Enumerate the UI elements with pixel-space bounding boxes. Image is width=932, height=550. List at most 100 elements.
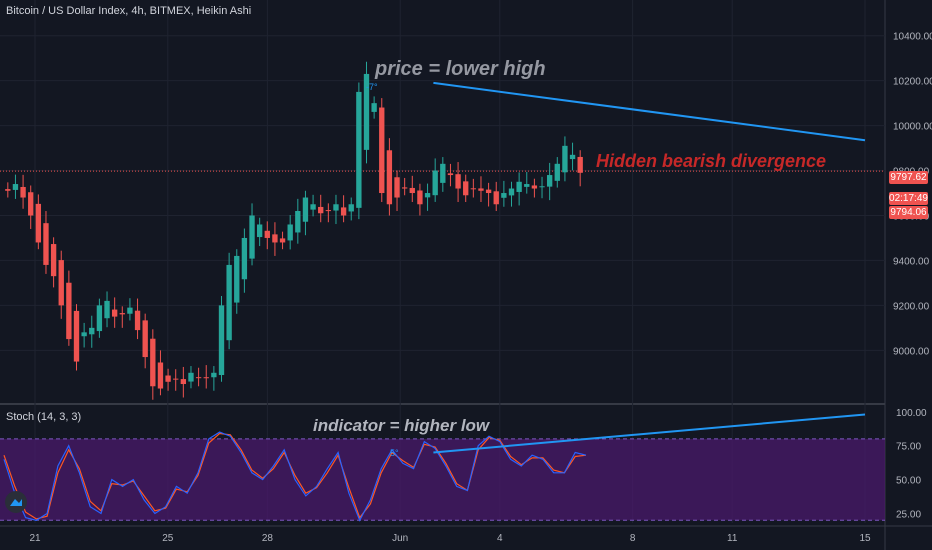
candle-body (165, 375, 171, 382)
candle-body (241, 237, 248, 280)
candle-body (173, 378, 179, 380)
candle-body (554, 163, 560, 181)
x-tick-label: 15 (859, 533, 871, 544)
x-tick-label: 4 (497, 533, 503, 544)
price-note: price = lower high (374, 58, 546, 80)
stoch-y-tick-label: 50.00 (896, 476, 921, 487)
candle-body (409, 187, 415, 194)
candle-body (379, 107, 385, 194)
y-tick-label: 10000.00 (893, 122, 932, 133)
candle-body (20, 186, 26, 198)
candle-body (440, 163, 446, 183)
candle-body (73, 310, 80, 362)
candle-body (249, 215, 255, 259)
x-tick-label: 28 (262, 533, 274, 544)
candle-body (371, 103, 377, 112)
candle-body (150, 338, 156, 387)
candle-body (180, 379, 187, 385)
tradingview-logo[interactable] (5, 491, 27, 513)
indicator-trendline (433, 413, 866, 454)
candle-body (203, 377, 209, 379)
candle-body (432, 170, 438, 196)
candle-body (157, 362, 164, 389)
candle-body (310, 204, 316, 210)
x-tick-label: 11 (727, 533, 738, 544)
candle-body (234, 255, 240, 303)
stoch-series[interactable] (3, 431, 587, 522)
candlestick-series[interactable] (5, 61, 583, 400)
candle-body (562, 145, 568, 173)
candle-body (5, 189, 11, 191)
candle-body (516, 181, 522, 192)
stoch-k-line (3, 431, 587, 522)
candle-body (546, 175, 553, 187)
last-price-tag: 9797.62 (889, 171, 928, 184)
candle-body (478, 188, 484, 191)
stoch-d-line (3, 432, 587, 520)
candle-body (348, 204, 354, 212)
candle-body (264, 230, 270, 238)
candle-body (134, 310, 141, 331)
candle-body (12, 184, 19, 190)
y-tick-label: 10400.00 (893, 32, 932, 43)
candle-body (470, 188, 477, 190)
stoch-y-tick-label: 100.00 (896, 408, 927, 419)
candle-body (218, 305, 225, 376)
x-tick-label: Jun (392, 533, 408, 544)
candle-body (188, 372, 194, 382)
candle-body (295, 211, 301, 233)
candle-body (569, 154, 576, 160)
candle-body (142, 320, 148, 358)
chart-title: Bitcoin / US Dollar Index, 4h, BITMEX, H… (6, 5, 252, 17)
x-tick-label: 21 (29, 533, 41, 544)
candle-body (463, 181, 469, 196)
candle-body (325, 210, 332, 212)
candle-body (539, 186, 545, 188)
candle-body (493, 191, 499, 205)
candle-body (501, 193, 507, 198)
candle-body (524, 184, 530, 187)
annotations: price = lower high indicator = higher low… (313, 58, 866, 458)
candle-body (394, 177, 400, 198)
candle-body (195, 377, 202, 379)
candle-body (81, 332, 87, 337)
candle-body (104, 300, 110, 319)
candle-body (508, 188, 515, 196)
candle-body (401, 187, 408, 189)
countdown-tag: 02:17:49 (889, 192, 928, 205)
candle-body (28, 192, 34, 216)
candle-body (119, 313, 125, 315)
candle-body (127, 307, 133, 314)
stoch-y-tick-label: 25.00 (896, 510, 921, 521)
candle-body (356, 91, 362, 208)
candle-body (363, 73, 370, 150)
candle-body (455, 174, 461, 189)
candle-body (577, 156, 583, 173)
candle-body (89, 327, 95, 335)
divergence-note: Hidden bearish divergence (596, 151, 826, 171)
y-tick-label: 9000.00 (893, 346, 930, 357)
logo-icon (10, 499, 22, 506)
candle-body (111, 309, 118, 317)
candle-body (272, 234, 278, 243)
candle-body (447, 173, 454, 176)
candle-body (43, 223, 49, 265)
candle-body (211, 372, 217, 378)
candle-body (256, 224, 263, 238)
stoch-y-tick-label: 75.00 (896, 442, 921, 453)
candle-body (318, 206, 324, 214)
candle-body (485, 189, 492, 194)
candle-body (417, 190, 423, 205)
candle-body (50, 244, 57, 277)
price-angle-label: -7° (366, 82, 378, 92)
candle-body (96, 305, 103, 332)
candle-body (302, 197, 309, 222)
y-tick-label: 9200.00 (893, 301, 930, 312)
candle-body (66, 282, 72, 340)
candle-body (287, 224, 293, 241)
y-tick-label: 10200.00 (893, 77, 932, 88)
x-tick-label: 8 (630, 533, 636, 544)
indicator-note: indicator = higher low (313, 416, 491, 435)
y-tick-label: 9400.00 (893, 256, 930, 267)
candle-body (58, 260, 64, 306)
